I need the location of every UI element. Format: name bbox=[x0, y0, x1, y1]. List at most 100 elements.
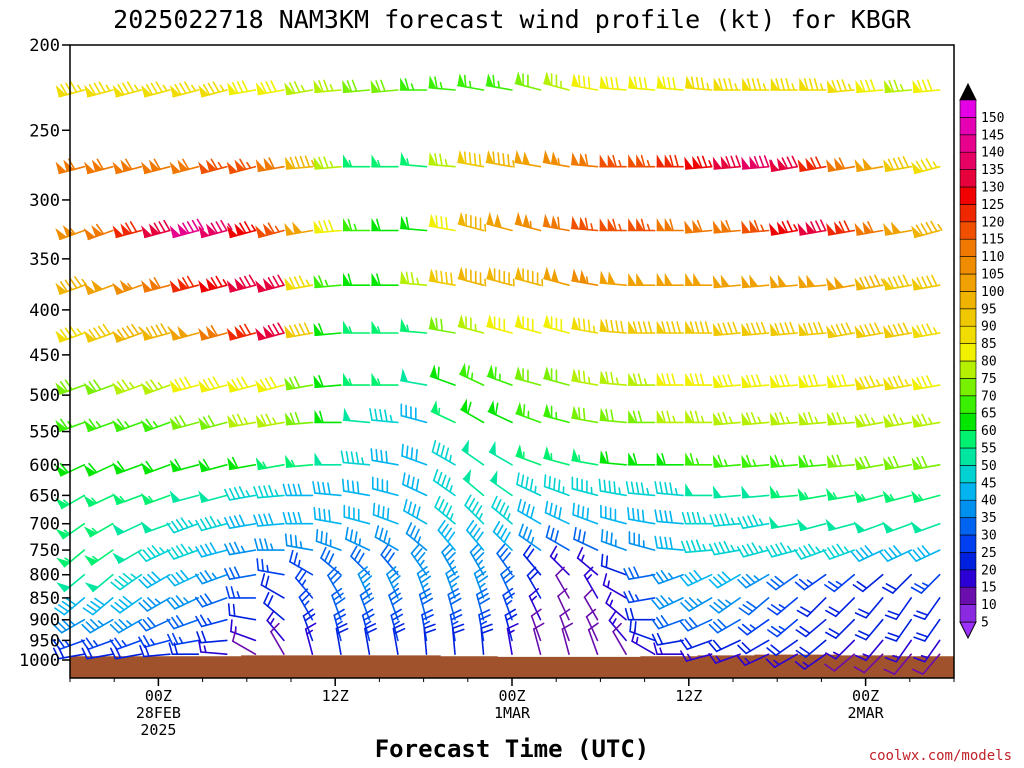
wind-barb bbox=[55, 276, 87, 295]
wind-barb bbox=[737, 639, 770, 655]
wind-barb bbox=[883, 156, 913, 172]
wind-barb bbox=[543, 71, 570, 91]
colorbar-swatch bbox=[959, 221, 977, 240]
wind-barb bbox=[370, 79, 399, 94]
wind-barb bbox=[226, 323, 257, 341]
wind-barb bbox=[255, 413, 285, 428]
colorbar-swatch bbox=[959, 186, 977, 205]
wind-barb bbox=[765, 542, 799, 558]
wind-barb bbox=[169, 376, 200, 393]
wind-barb bbox=[824, 573, 856, 593]
wind-barb bbox=[138, 545, 171, 562]
colorbar-label: 135 bbox=[981, 163, 1004, 178]
wind-barb bbox=[169, 81, 200, 98]
wind-barb bbox=[583, 588, 599, 621]
wind-barb bbox=[464, 494, 485, 525]
wind-barb bbox=[913, 618, 941, 642]
colorbar-swatch bbox=[959, 465, 977, 484]
wind-barb bbox=[313, 506, 342, 525]
colorbar-label: 75 bbox=[981, 372, 997, 387]
wind-barb bbox=[600, 553, 627, 576]
wind-barb bbox=[428, 316, 456, 334]
wind-barb bbox=[854, 274, 886, 291]
wind-barb bbox=[684, 75, 713, 91]
colorbar-swatch bbox=[959, 343, 977, 362]
wind-barb bbox=[911, 220, 943, 239]
wind-barb bbox=[684, 320, 713, 334]
wind-barb bbox=[418, 588, 434, 621]
wind-barb bbox=[342, 372, 371, 386]
wind-barb bbox=[654, 481, 684, 497]
wind-barb bbox=[627, 410, 656, 424]
wind-barb bbox=[457, 211, 487, 232]
wind-barb bbox=[457, 314, 485, 334]
wind-barb bbox=[112, 492, 143, 506]
wind-barb bbox=[284, 533, 314, 551]
wind-barb bbox=[571, 405, 599, 424]
wind-barb bbox=[708, 639, 741, 653]
wind-barb bbox=[684, 155, 713, 170]
wind-barb bbox=[55, 494, 86, 510]
wind-barb bbox=[625, 481, 656, 497]
wind-barb bbox=[514, 149, 542, 168]
wind-barb bbox=[370, 448, 399, 466]
wind-barb bbox=[195, 570, 228, 585]
wind-barb bbox=[84, 81, 114, 98]
wind-barb bbox=[684, 410, 713, 424]
wind-barb bbox=[254, 538, 285, 551]
wind-barb bbox=[313, 275, 342, 289]
wind-barb bbox=[768, 516, 799, 530]
wind-barb bbox=[253, 484, 285, 499]
wind-barb bbox=[798, 77, 827, 91]
wind-barb bbox=[399, 368, 428, 386]
wind-barb bbox=[528, 587, 542, 621]
y-tick-label: 500 bbox=[29, 386, 60, 406]
colorbar-swatch bbox=[959, 447, 977, 466]
wind-barb bbox=[570, 215, 599, 232]
wind-barb bbox=[342, 320, 371, 334]
wind-barb bbox=[84, 158, 114, 175]
wind-barb bbox=[469, 543, 485, 576]
wind-barb bbox=[138, 635, 171, 648]
wind-barb bbox=[110, 572, 143, 591]
wind-barb bbox=[400, 403, 428, 424]
x-tick-label: 1MAR bbox=[494, 704, 531, 722]
wind-barb bbox=[854, 618, 884, 641]
wind-barb bbox=[526, 566, 542, 599]
wind-barb bbox=[502, 587, 515, 621]
wind-barb bbox=[708, 652, 741, 664]
wind-barb bbox=[405, 522, 428, 551]
wind-barb bbox=[882, 490, 913, 503]
wind-barb bbox=[198, 639, 228, 656]
wind-barb bbox=[284, 454, 314, 468]
wind-barb bbox=[437, 519, 456, 551]
wind-barb bbox=[825, 518, 856, 532]
wind-barb bbox=[883, 322, 913, 339]
wind-barb bbox=[392, 622, 406, 656]
credit-link[interactable]: coolwx.com/models bbox=[869, 748, 1012, 764]
surface-ground bbox=[70, 654, 954, 678]
wind-barb bbox=[627, 320, 656, 334]
wind-barb bbox=[796, 597, 827, 618]
wind-barb bbox=[767, 618, 799, 638]
wind-barb bbox=[627, 452, 656, 466]
colorbar-swatch bbox=[959, 569, 977, 588]
wind-barb bbox=[112, 460, 143, 475]
colorbar-swatch bbox=[959, 534, 977, 553]
wind-barb bbox=[451, 623, 465, 656]
wind-barb bbox=[798, 374, 827, 389]
wind-barb bbox=[825, 597, 856, 618]
wind-barb bbox=[612, 622, 627, 656]
wind-barb bbox=[576, 546, 599, 576]
wind-barb bbox=[480, 623, 494, 656]
wind-barb bbox=[428, 213, 456, 232]
wind-barb bbox=[797, 219, 827, 236]
wind-barb bbox=[826, 411, 856, 426]
wind-barb bbox=[345, 526, 371, 551]
wind-barb bbox=[198, 219, 233, 239]
colorbar-swatch bbox=[959, 395, 977, 414]
wind-barb bbox=[83, 462, 114, 477]
wind-barb bbox=[313, 219, 342, 234]
colorbar-swatch bbox=[959, 499, 977, 518]
wind-barb bbox=[457, 266, 487, 287]
